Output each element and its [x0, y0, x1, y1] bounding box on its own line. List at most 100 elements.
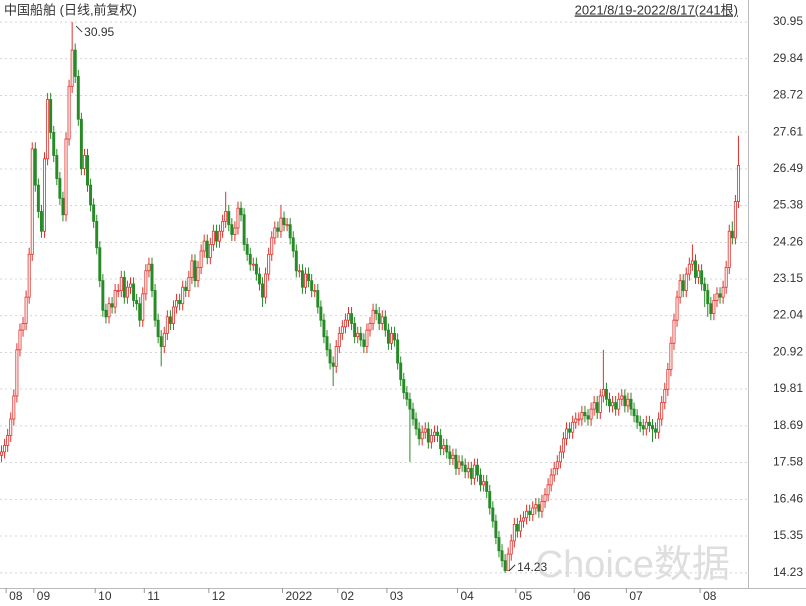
candle-body [675, 296, 679, 321]
candle-body [641, 425, 645, 430]
x-tick-label: 08 [9, 589, 23, 603]
candle-body [193, 260, 197, 282]
candle-body [380, 316, 384, 324]
candle-body [46, 99, 50, 160]
candle-body [49, 99, 53, 133]
candle-body [574, 418, 578, 423]
y-tick-label: 15.35 [773, 528, 803, 542]
candle-body [211, 230, 215, 245]
candle-body [294, 250, 298, 272]
candle-body [518, 520, 522, 532]
candle-body [15, 349, 19, 397]
candle-body [491, 507, 495, 522]
candle-body [82, 155, 86, 170]
x-tick-label: 05 [519, 589, 533, 603]
candle-body [264, 273, 268, 298]
candle-body [125, 286, 129, 298]
candle-body [586, 415, 590, 420]
candle-body [512, 524, 516, 542]
candle-body [116, 290, 120, 292]
annotation: 30.95 [84, 25, 114, 39]
candle-body [365, 329, 369, 347]
candle-body [433, 431, 436, 436]
candle-body [347, 313, 350, 321]
candle-body [374, 309, 378, 314]
candle-body [485, 481, 489, 492]
candle-body [402, 379, 406, 394]
x-tick-label: 11 [147, 589, 160, 603]
candle-body [282, 217, 286, 226]
candle-body [411, 408, 415, 420]
x-tick-label: 04 [461, 589, 475, 603]
candle-body [129, 283, 132, 288]
candle-body [561, 438, 565, 453]
candle-body [399, 362, 403, 380]
candle-body [288, 224, 292, 239]
candle-body [221, 220, 225, 232]
candle-body [110, 303, 114, 308]
candle-body [343, 319, 347, 328]
candle-body [251, 263, 255, 266]
candle-body [718, 293, 722, 298]
candle-body [475, 464, 479, 476]
candle-body [595, 402, 599, 413]
candle-body [721, 286, 725, 298]
y-tick-label: 23.15 [773, 271, 803, 285]
candle-body [660, 402, 664, 420]
candle-body [712, 300, 716, 314]
candle-body [552, 468, 556, 476]
candle-body [429, 435, 433, 443]
candle-body [98, 247, 102, 282]
candle-body [442, 444, 446, 450]
candle-body [331, 362, 335, 367]
candle-body [279, 217, 283, 232]
candle-body [555, 461, 559, 469]
candle-body [408, 398, 412, 410]
x-tick-label: 08 [703, 589, 717, 603]
candle-body [525, 510, 529, 519]
candle-body [700, 270, 704, 285]
candle-body [178, 300, 182, 305]
candle-body [362, 339, 366, 347]
candle-body [598, 395, 602, 413]
candle-body [568, 428, 572, 433]
candle-body [353, 323, 357, 338]
x-tick-label: 2022 [285, 589, 312, 603]
x-tick-label: 03 [390, 589, 404, 603]
candle-body [12, 395, 16, 420]
candle-body [325, 336, 329, 351]
candle-body [144, 270, 148, 295]
candle-body [635, 415, 639, 423]
candle-body [454, 454, 458, 469]
candle-body [172, 306, 175, 324]
candle-body [350, 313, 354, 324]
candle-body [233, 227, 237, 235]
candle-body [6, 435, 10, 446]
candle-body [267, 253, 271, 275]
annotation-arrow [508, 564, 516, 572]
candle-body [463, 464, 467, 473]
candle-body [736, 164, 740, 202]
candle-body [101, 280, 105, 311]
candle-body [672, 319, 676, 344]
chart-subtitle: 2021/8/19-2022/8/17(241根) [575, 2, 738, 17]
candle-body [629, 398, 633, 410]
candle-body [445, 444, 449, 453]
candle-body [273, 227, 277, 239]
candle-body [727, 230, 731, 268]
candle-body [715, 293, 719, 301]
candle-body [666, 369, 670, 390]
candle-body [534, 504, 538, 509]
candle-body [558, 451, 562, 463]
y-tick-label: 17.58 [773, 455, 803, 469]
candle-body [724, 267, 728, 288]
candle-body [601, 388, 605, 397]
y-tick-label: 29.84 [773, 51, 803, 65]
y-tick-label: 16.46 [773, 492, 803, 506]
candle-body [307, 273, 311, 282]
watermark: Choice数据 [536, 544, 730, 586]
candle-body [565, 428, 568, 440]
candle-body [390, 332, 393, 344]
chart-title: 中国船舶 (日线,前复权) [4, 2, 137, 17]
